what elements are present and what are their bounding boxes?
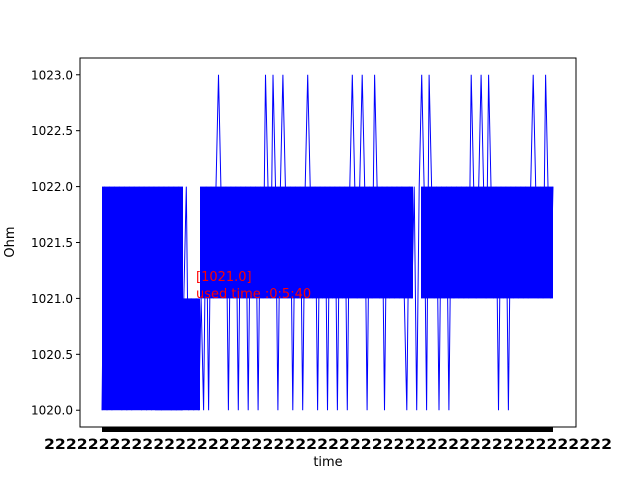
y-tick-label: 1021.5 — [31, 236, 73, 250]
y-axis: 1020.0 1020.5 1021.0 1021.5 1022.0 1022.5 1023… — [31, 68, 80, 418]
x-axis-label: time — [313, 455, 342, 470]
series-line — [101, 74, 554, 411]
annotation-value: [1021.0] — [196, 270, 252, 285]
y-tick-label: 1023.0 — [31, 68, 73, 82]
y-axis-label: Ohm — [3, 226, 18, 257]
y-tick-label: 1020.0 — [31, 404, 73, 418]
y-tick-label: 1020.5 — [31, 348, 73, 362]
y-tick-label: 1021.0 — [31, 292, 73, 306]
x-tick-marks — [102, 427, 553, 432]
series-group — [101, 74, 554, 411]
x-axis: 2222222222222222222222222222222222222222… — [44, 427, 612, 453]
x-tick-labels-overlap: 2222222222222222222222222222222222222222… — [44, 437, 612, 453]
annotation-used-time: used time :0:5:40 — [196, 287, 311, 302]
y-tick-label: 1022.0 — [31, 180, 73, 194]
y-tick-label: 1022.5 — [31, 124, 73, 138]
